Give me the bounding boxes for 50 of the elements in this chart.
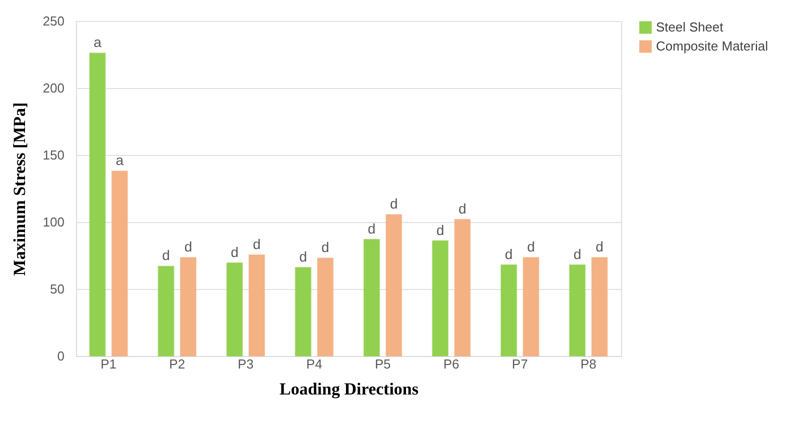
x-tick-label: P6 [443,356,460,372]
legend-label: Steel Sheet [656,20,724,34]
bar [294,267,312,356]
y-tick-label: 50 [50,282,64,296]
data-label: a [116,152,124,168]
data-label: d [573,246,582,262]
bar [317,258,334,356]
x-tick-label: P2 [169,356,186,372]
x-tick-label: P4 [306,356,322,372]
x-tick-label: P7 [512,356,528,372]
data-label: d [321,239,330,256]
bar [111,170,128,356]
bar [591,257,608,356]
data-label: d [527,238,535,255]
x-tick-label: P1 [100,356,117,372]
x-tick-label: P8 [580,356,596,372]
legend-label: Composite Material [656,38,768,54]
data-label: d [504,246,513,262]
bar [386,214,402,356]
bar [89,52,106,356]
data-label: a [94,34,102,50]
bar [500,264,518,356]
data-label: d [458,200,466,216]
data-label: d [230,244,238,260]
bar [454,218,471,356]
y-tick-label: 0 [57,348,64,364]
data-label: d [436,222,444,238]
y-tick-label: 200 [42,80,64,96]
bar [363,238,380,356]
x-axis-title: Loading Directions [279,380,419,398]
bar [522,257,540,356]
bar [569,264,586,356]
data-label: d [162,247,170,264]
bar [180,257,196,356]
bar [158,266,174,356]
y-tick-label: 100 [42,214,64,230]
x-tick-label: P3 [238,356,254,372]
data-label: d [368,220,376,236]
data-label: d [299,248,308,265]
data-label: d [184,238,192,255]
bar [226,262,243,356]
bar [432,240,449,356]
y-axis-title: Maximum Stress [MPa] [10,102,29,276]
bar [248,254,266,356]
x-tick-label: P5 [374,356,391,372]
y-tick-label: 150 [42,148,64,162]
data-label: d [596,238,604,255]
y-tick-label: 250 [42,14,64,28]
data-label: d [252,236,261,252]
data-label: d [390,196,398,212]
